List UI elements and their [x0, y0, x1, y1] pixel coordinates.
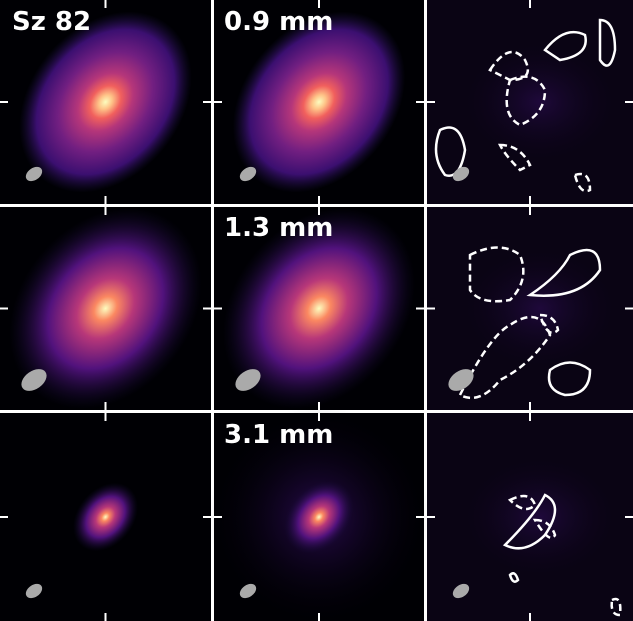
noise: [450, 32, 630, 172]
panel-label: Sz 82: [12, 7, 91, 37]
noise: [450, 239, 630, 379]
panel-label: 1.3 mm: [224, 213, 333, 243]
panel-label: 3.1 mm: [224, 420, 333, 450]
figure: Sz 82 0.9 mm 1.3 mm 3.1 mm: [0, 0, 633, 621]
panel-label: 0.9 mm: [224, 7, 333, 37]
noise: [450, 447, 630, 587]
